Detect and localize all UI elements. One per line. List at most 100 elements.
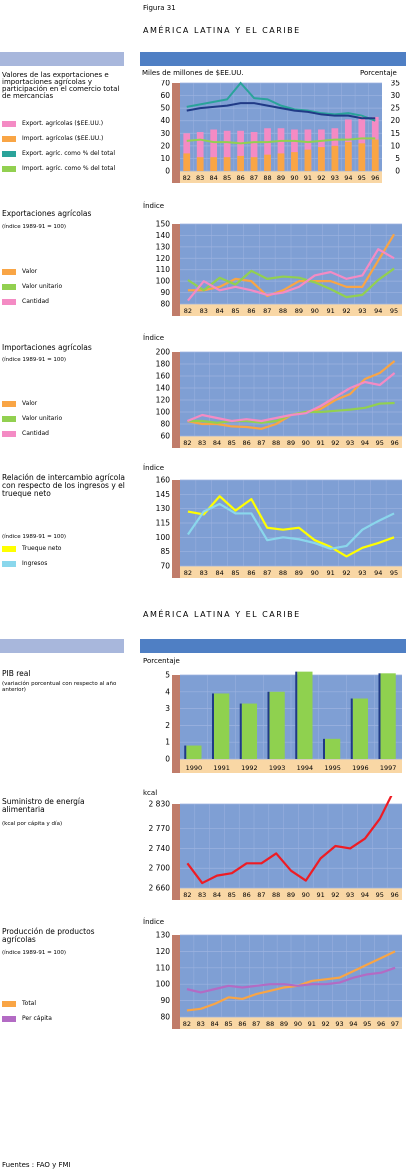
- x-tick-label: 87: [263, 569, 271, 577]
- y-tick-label: 2 700: [149, 864, 171, 873]
- imports-chart: 60 80 100 120 140 160 180 200 82 83 84 85 86 87 88 89 90…: [156, 348, 402, 448]
- x-tick-label: 94: [361, 891, 369, 899]
- header-band-left: [0, 52, 124, 66]
- bar-import-value: [223, 157, 231, 171]
- y-tick-label: 140: [156, 231, 171, 240]
- exports-title: Exportaciones agrícolas: [2, 209, 92, 218]
- x-tick-label: 95: [358, 174, 366, 182]
- x-tick-label: 92: [317, 174, 325, 182]
- exports-chart: 80 90 100 110 120 130 140 150 82 83 84 85 86 87 88 89 90…: [156, 220, 402, 316]
- x-tick-label: 82: [183, 439, 191, 447]
- x-tick-label: 91: [327, 307, 335, 315]
- x-tick-label: 88: [279, 569, 287, 577]
- section-title-2: AMÉRICA LATINA Y EL CARIBE: [143, 610, 301, 619]
- gdp-bar: [380, 673, 396, 759]
- y-tick-label: 180: [156, 360, 171, 369]
- x-tick-label: 1997: [380, 764, 397, 772]
- x-tick-label: 89: [295, 569, 303, 577]
- y-right-tick-label: 15: [390, 129, 400, 138]
- x-tick-label: 90: [302, 891, 310, 899]
- tick-label-band: [180, 759, 402, 773]
- y-tick-label: 0: [165, 755, 170, 764]
- x-tick-label: 92: [342, 307, 350, 315]
- y-right-tick-label: 30: [390, 91, 400, 100]
- x-tick-label: 87: [257, 891, 265, 899]
- y-tick-label: 2 740: [149, 844, 171, 853]
- y-tick-label: 60: [160, 91, 170, 100]
- y-tick-label: 40: [160, 116, 170, 125]
- tick-label-band: [180, 566, 402, 578]
- x-tick-label: 85: [228, 891, 236, 899]
- y-tick-label: 100: [156, 533, 171, 542]
- x-tick-label: 91: [316, 439, 324, 447]
- y-tick-label: 115: [156, 519, 171, 528]
- imports-ylabel: Índice: [143, 334, 165, 342]
- x-tick-label: 85: [228, 439, 236, 447]
- y-right-tick-label: 20: [390, 116, 400, 125]
- x-tick-label: 1993: [269, 764, 286, 772]
- bar-import-value: [358, 143, 366, 171]
- x-tick-label: 89: [277, 174, 285, 182]
- x-tick-label: 92: [331, 891, 339, 899]
- x-tick-label: 83: [197, 1020, 205, 1028]
- x-tick-label: 1995: [324, 764, 341, 772]
- gdp-subtitle: (variación porcentual con respecto al añ…: [2, 681, 117, 693]
- plot-side-band: [172, 352, 180, 448]
- exports-ylabel: Índice: [143, 202, 165, 210]
- y-tick-label: 80: [160, 1013, 170, 1022]
- series-line-2: [186, 372, 396, 423]
- x-tick-label: 1992: [241, 764, 258, 772]
- x-tick-label: 82: [183, 1020, 191, 1028]
- plot-side-band: [172, 675, 180, 773]
- gdp-ylabel: Porcentaje: [143, 657, 180, 665]
- x-tick-label: 88: [263, 174, 271, 182]
- series-line-1: [187, 502, 395, 550]
- energy-title: Suministro de energía alimentaria: [2, 797, 85, 814]
- x-tick-label: 83: [200, 569, 208, 577]
- plot-side-band: [172, 935, 180, 1029]
- y-right-tick-label: 35: [390, 80, 400, 88]
- tick-label-band: [180, 304, 402, 316]
- x-tick-label: 86: [247, 569, 255, 577]
- x-tick-label: 1991: [213, 764, 230, 772]
- energy-subtitle: (kcal por cápita y día): [2, 821, 63, 827]
- x-tick-label: 86: [238, 1020, 246, 1028]
- series-line-1: [186, 966, 396, 994]
- series-line-0: [186, 81, 376, 122]
- y-tick-label: 2 660: [149, 884, 171, 893]
- y-tick-label: 150: [156, 220, 171, 229]
- gdp-bar-shadow: [239, 703, 242, 759]
- sources-note: Fuentes : FAO y FMI: [2, 1161, 71, 1169]
- bar-import-value: [183, 153, 191, 171]
- y-right-tick-label: 10: [390, 141, 400, 150]
- bar-import-value: [344, 142, 352, 171]
- plot-side-band: [172, 83, 180, 183]
- series-line-0: [186, 950, 396, 1012]
- x-tick-label: 87: [250, 174, 258, 182]
- x-tick-label: 83: [200, 307, 208, 315]
- figure-label: Figura 31: [143, 4, 176, 12]
- series-line-0: [187, 233, 396, 298]
- gdp-bar: [352, 698, 369, 759]
- x-tick-label: 83: [196, 174, 204, 182]
- x-tick-label: 96: [390, 439, 398, 447]
- gdp-bar-shadow: [184, 745, 187, 759]
- x-tick-label: 95: [376, 439, 384, 447]
- legend-production-total: Total: [22, 1000, 37, 1007]
- y-tick-label: 200: [156, 348, 171, 357]
- y-tick-label: 85: [160, 547, 170, 556]
- y-tick-label: 110: [156, 265, 171, 274]
- x-tick-label: 93: [331, 174, 339, 182]
- x-tick-label: 95: [390, 307, 398, 315]
- bar-export-value: [210, 129, 218, 171]
- gdp-bar-shadow: [295, 671, 298, 759]
- tick-label-band: [180, 888, 402, 900]
- x-tick-label: 96: [377, 1020, 385, 1028]
- y-tick-label: 10: [160, 154, 170, 163]
- x-tick-label: 89: [295, 307, 303, 315]
- x-tick-label: 82: [183, 174, 191, 182]
- x-tick-label: 82: [184, 307, 192, 315]
- gdp-chart: 0 1 2 3 4 5 1990 1991 1992 1993 1994 1995 1996 1997: [165, 671, 402, 773]
- x-tick-label: 86: [247, 307, 255, 315]
- energy-ylabel: kcal: [143, 789, 158, 797]
